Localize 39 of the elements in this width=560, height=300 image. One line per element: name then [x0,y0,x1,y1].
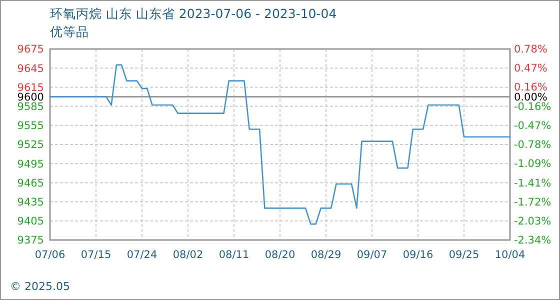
chart-title: 环氧丙烷 山东 山东省 2023-07-06 - 2023-10-04 [50,6,337,21]
x-tick-label: 08/29 [310,249,342,261]
x-tick-label: 09/25 [448,249,480,261]
y2-tick-label: -2.03% [514,216,552,228]
y-tick-label: 9645 [17,62,44,75]
x-tick-label: 09/07 [356,249,388,261]
y-tick-label: 9585 [17,100,44,113]
y2-tick-label: -1.72% [514,196,552,209]
y2-tick-label: -0.16% [514,101,552,114]
y2-tick-label: -2.34% [514,234,552,247]
y-tick-label: 9525 [17,139,44,152]
x-tick-label: 10/04 [494,249,526,261]
y-tick-label: 9495 [17,158,44,170]
y2-tick-label: -0.78% [514,139,552,152]
x-tick-label: 08/20 [264,249,296,261]
text: © 2025.05 [10,280,70,293]
y-tick-label: 9465 [17,177,44,190]
y-tick-label: 9435 [17,196,44,208]
x-tick-label: 07/15 [80,249,112,261]
y2-tick-label: 0.00% [514,91,548,104]
y-tick-label: 9675 [17,44,44,56]
y-tick-label: 9600 [17,91,44,104]
x-tick-label: 08/02 [172,249,204,261]
y-tick-label: 9405 [17,216,44,228]
y-tick-label: 9375 [17,234,44,247]
y2-tick-label: 0.16% [514,82,548,94]
y2-tick-label: 0.78% [514,44,548,56]
y2-tick-label: -1.09% [514,158,552,170]
y2-tick-label: 0.47% [514,62,548,75]
x-tick-label: 09/16 [402,249,434,261]
y2-tick-label: -0.47% [514,120,552,132]
chart-subtitle: 优等品 [50,24,89,39]
y-tick-label: 9615 [17,82,44,94]
x-tick-label: 07/24 [126,249,158,261]
x-tick-label: 07/06 [34,249,66,261]
y-tick-label: 9555 [17,120,44,132]
x-tick-label: 08/11 [218,249,250,261]
y2-tick-label: -1.41% [514,178,552,190]
line-series [49,64,511,225]
